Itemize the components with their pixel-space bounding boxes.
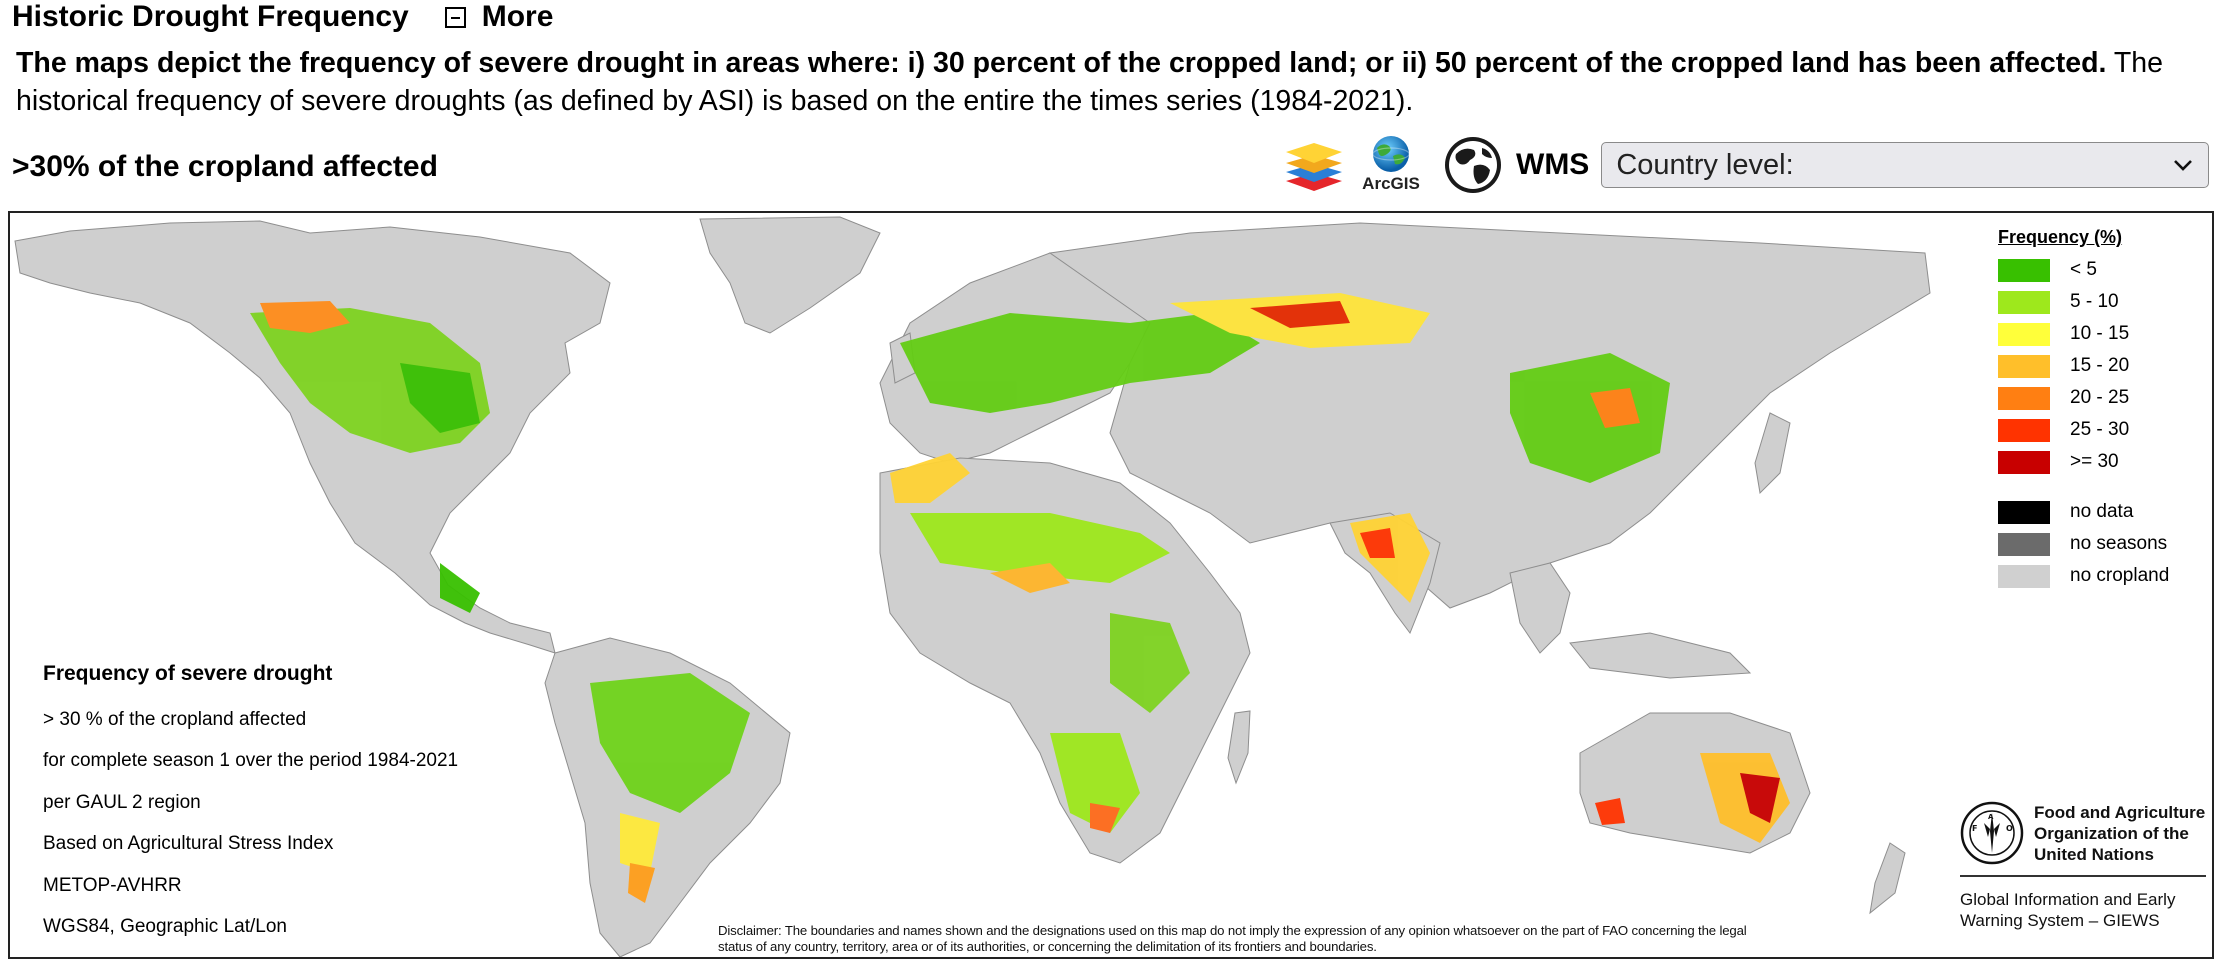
description-bold: The maps depict the frequency of severe … (16, 47, 2107, 79)
info-line: WGS84, Geographic Lat/Lon (43, 916, 287, 937)
legend-label: 10 - 15 (2070, 323, 2130, 344)
globe-icon[interactable] (1444, 136, 1502, 194)
legend-swatch (1998, 290, 2050, 314)
landmass-north-america (14, 220, 611, 654)
more-toggle[interactable]: More (444, 0, 554, 34)
disclaimer: Disclaimer: The boundaries and names sho… (718, 923, 1747, 954)
legend-label: >= 30 (2070, 451, 2119, 472)
svg-text:O: O (2006, 824, 2013, 833)
legend-swatch (1998, 532, 2050, 556)
legend-item: 25 - 30 (1990, 414, 2190, 446)
legend-label: 15 - 20 (2070, 355, 2130, 376)
svg-text:A: A (1988, 813, 1994, 821)
legend-item: 20 - 25 (1990, 382, 2190, 414)
legend-label: no seasons (2070, 533, 2168, 554)
collapse-icon[interactable] (444, 6, 466, 28)
legend-swatch (1998, 500, 2050, 524)
legend-item: 15 - 20 (1990, 350, 2190, 382)
legend: Frequency (%) < 5 5 - 10 10 - 15 15 - 20 20 … (1990, 227, 2190, 592)
legend-item: >= 30 (1990, 446, 2190, 478)
legend-item: < 5 (1990, 254, 2190, 286)
world-map (14, 216, 1931, 957)
map-toolbar: ArcGIS WMS Country level: (1282, 134, 2210, 196)
landmass-indonesia (1569, 632, 1752, 679)
legend-swatch (1998, 386, 2050, 410)
legend-swatch (1998, 354, 2050, 378)
fao-name-line: Food and Agriculture (2034, 802, 2206, 822)
info-title: Frequency of severe drought (43, 662, 333, 685)
legend-item: no seasons (1990, 528, 2190, 560)
info-line: for complete season 1 over the period 19… (43, 750, 459, 771)
legend-item: no cropland (1990, 560, 2190, 592)
legend-swatch (1998, 564, 2050, 588)
fao-logo-icon: F O A (1960, 801, 2024, 865)
map-subheading: >30% of the cropland affected (12, 150, 438, 183)
legend-item: no data (1990, 496, 2190, 528)
arcgis-globe-icon[interactable] (1369, 134, 1413, 174)
giews-line: Warning System – GIEWS (1960, 911, 2160, 930)
legend-label: < 5 (2070, 259, 2097, 280)
country-select-value: Country level: (1616, 148, 1794, 181)
legend-swatch (1998, 322, 2050, 346)
fao-divider (1960, 875, 2206, 877)
description: The maps depict the frequency of severe … (16, 44, 2206, 120)
fao-block: F O A Food and Agriculture Organization … (1960, 801, 2210, 931)
info-line: Based on Agricultural Stress Index (43, 833, 334, 854)
info-line: METOP-AVHRR (43, 874, 182, 896)
legend-label: no data (2070, 501, 2134, 522)
legend-swatch (1998, 258, 2050, 282)
description-normal: The historical frequency of severe droug… (16, 47, 2163, 117)
landmass-southeast-asia (1509, 562, 1571, 654)
drought-map: Frequency (%) < 5 5 - 10 10 - 15 15 - 20 20 … (8, 211, 2214, 959)
info-line: > 30 % of the cropland affected (43, 708, 307, 730)
landmass-japan (1754, 412, 1791, 495)
arcgis-button[interactable]: ArcGIS (1356, 134, 1426, 196)
map-info: Frequency of severe drought > 30 % of th… (43, 653, 458, 948)
landmass-new-zealand (1869, 842, 1906, 915)
landmass-madagascar (1227, 710, 1251, 785)
page-title: Historic Drought Frequency (12, 0, 409, 33)
info-line: per GAUL 2 region (43, 791, 201, 813)
fao-name-line: United Nations (2034, 844, 2154, 864)
landmass-greenland (699, 216, 881, 334)
layers-icon[interactable] (1282, 137, 1346, 193)
legend-title: Frequency (%) (1998, 227, 2123, 247)
country-level-select[interactable]: Country level: (1601, 142, 2210, 188)
drought-patches (250, 293, 1790, 903)
legend-label: 25 - 30 (2070, 419, 2130, 440)
more-label[interactable]: More (481, 0, 554, 33)
arcgis-label[interactable]: ArcGIS (1362, 174, 1420, 193)
legend-label: no cropland (2070, 565, 2170, 586)
chevron-down-icon (2174, 160, 2193, 171)
legend-label: 5 - 10 (2070, 291, 2119, 312)
giews-line: Global Information and Early (1960, 890, 2176, 909)
header: Historic Drought Frequency More (12, 0, 553, 34)
legend-swatch (1998, 418, 2050, 442)
giews-label: Global Information and Early Warning Sys… (1960, 889, 2210, 931)
wms-button[interactable]: WMS (1516, 148, 1590, 181)
fao-name: Food and Agriculture Organization of the… (2034, 802, 2205, 865)
legend-item: 10 - 15 (1990, 318, 2190, 350)
fao-name-line: Organization of the (2034, 823, 2189, 843)
legend-swatch (1998, 450, 2050, 474)
svg-text:F: F (1972, 824, 1977, 833)
legend-item: 5 - 10 (1990, 286, 2190, 318)
legend-label: 20 - 25 (2070, 387, 2130, 408)
